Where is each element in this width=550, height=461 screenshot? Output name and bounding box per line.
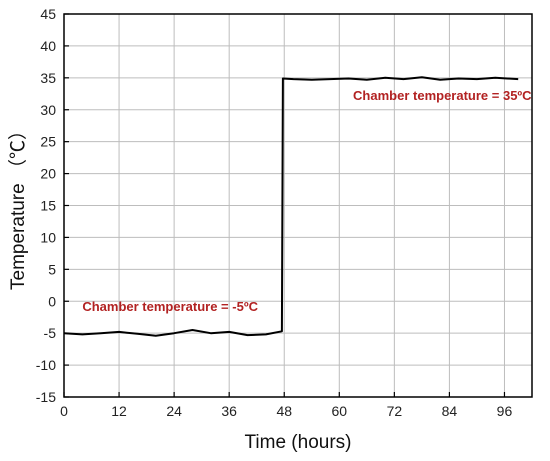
y-tick-label: 35 <box>40 70 56 86</box>
annotation-label: Chamber temperature = 35ºC <box>353 88 532 103</box>
grid-lines <box>64 14 532 397</box>
y-tick-label: -15 <box>36 389 56 405</box>
y-tick-label: 10 <box>40 229 56 245</box>
y-tick-label: 0 <box>48 293 56 309</box>
x-tick-label: 48 <box>276 403 292 419</box>
y-tick-label: 15 <box>40 198 56 214</box>
x-tick-label: 24 <box>166 403 182 419</box>
x-axis-ticks: 0 12 24 36 48 60 72 84 96 <box>60 392 512 419</box>
y-tick-label: 40 <box>40 38 56 54</box>
x-tick-label: 12 <box>111 403 127 419</box>
series-line <box>63 76 519 337</box>
x-tick-label: 96 <box>497 403 513 419</box>
y-tick-label: 30 <box>40 102 56 118</box>
y-axis-label: Temperature （℃） <box>7 121 29 290</box>
x-tick-label: 72 <box>387 403 403 419</box>
y-tick-label: 20 <box>40 166 56 182</box>
annotations-layer: Chamber temperature = -5ºC Chamber temper… <box>82 88 532 314</box>
y-tick-label: 25 <box>40 134 56 150</box>
x-tick-label: 60 <box>332 403 348 419</box>
y-tick-label: 45 <box>40 6 56 22</box>
x-tick-label: 0 <box>60 403 68 419</box>
y-tick-label: -10 <box>36 357 56 373</box>
annotation-label: Chamber temperature = -5ºC <box>82 299 258 314</box>
y-axis-ticks: -15 -10 -5 0 5 10 15 20 25 30 35 40 45 <box>36 6 69 405</box>
series-layer <box>63 76 519 337</box>
plot-frame <box>63 13 533 398</box>
x-axis-label: Time (hours) <box>245 432 352 453</box>
y-tick-label: 5 <box>48 261 56 277</box>
y-tick-label: -5 <box>44 325 57 341</box>
x-tick-label: 36 <box>221 403 237 419</box>
x-tick-label: 84 <box>442 403 458 419</box>
